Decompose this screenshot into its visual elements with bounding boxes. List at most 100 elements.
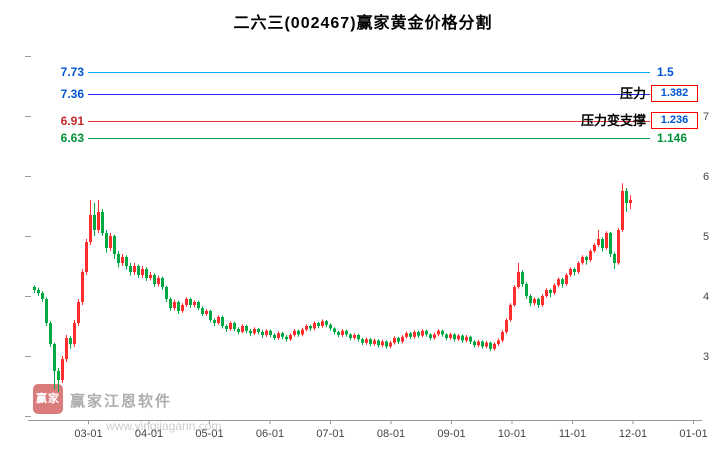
candle (45, 299, 48, 323)
candle (613, 254, 616, 263)
candle (149, 275, 152, 278)
candle (153, 275, 156, 284)
x-axis-label: 05-01 (195, 428, 223, 440)
candle (85, 242, 88, 272)
candle (557, 279, 560, 286)
candle (553, 285, 556, 293)
candle (213, 320, 216, 323)
candle (581, 257, 584, 263)
candle (497, 340, 500, 344)
candle (561, 279, 564, 284)
watermark-brand: 赢家江恩软件 (70, 393, 173, 410)
candle (221, 317, 224, 326)
candle (261, 332, 264, 335)
candle (169, 299, 172, 308)
candle (521, 272, 524, 284)
candle (573, 269, 576, 272)
y-axis-label: 4 (703, 291, 709, 303)
candle (197, 302, 200, 308)
candle (337, 332, 340, 335)
candle (501, 332, 504, 341)
x-axis-label: 11-01 (559, 428, 586, 440)
candle (625, 191, 628, 203)
x-axis-label: 09-01 (437, 428, 465, 440)
candle (285, 336, 288, 340)
x-axis-label: 04-01 (135, 428, 163, 440)
candle (253, 329, 256, 334)
candle (369, 339, 372, 344)
candle (181, 305, 184, 311)
x-axis-label: 03-01 (74, 428, 102, 440)
candle (513, 287, 516, 305)
candle (117, 254, 120, 263)
candle (421, 330, 424, 336)
candle (505, 320, 508, 332)
candle (389, 342, 392, 347)
candle (193, 302, 196, 305)
candle (269, 330, 272, 335)
candle (621, 191, 624, 230)
candle (205, 311, 208, 314)
candle (217, 317, 220, 323)
candle (265, 330, 268, 335)
candle (49, 323, 52, 344)
candle (481, 341, 484, 347)
candle (157, 278, 160, 284)
candle (477, 341, 480, 346)
x-axis-label: 08-01 (377, 428, 405, 440)
candle (277, 333, 280, 338)
candle (377, 340, 380, 346)
candle (493, 344, 496, 349)
candle (201, 308, 204, 314)
candle (65, 338, 68, 359)
candle (93, 215, 96, 230)
candle (209, 311, 212, 320)
candle (449, 334, 452, 338)
candle (537, 299, 540, 305)
candle (473, 341, 476, 346)
candle (393, 338, 396, 343)
candle (237, 329, 240, 332)
candle (333, 328, 336, 332)
candle (485, 342, 488, 347)
y-axis-label: 6 (703, 171, 709, 183)
candle (429, 334, 432, 338)
candle (241, 326, 244, 332)
candle (281, 333, 284, 337)
candle (125, 257, 128, 266)
candle (397, 338, 400, 342)
candle (469, 336, 472, 342)
candle (413, 332, 416, 337)
candle (321, 321, 324, 326)
candle (317, 323, 320, 326)
candle (409, 333, 412, 337)
candle (161, 278, 164, 287)
candle (113, 236, 116, 254)
candle (77, 302, 80, 323)
candle (97, 212, 100, 230)
candle (489, 342, 492, 349)
candle (109, 236, 112, 248)
candle (305, 326, 308, 330)
candle (425, 330, 428, 335)
candle (545, 290, 548, 296)
candle (373, 340, 376, 344)
candle (381, 341, 384, 346)
candle (145, 269, 148, 278)
candle (533, 299, 536, 304)
candle (53, 344, 56, 371)
candle (341, 330, 344, 335)
candle (141, 269, 144, 275)
watermark-url: www.yingjiagann.com (106, 419, 222, 433)
candle (293, 330, 296, 335)
candle (617, 230, 620, 263)
candle (61, 359, 64, 380)
candle (509, 305, 512, 320)
candle (345, 330, 348, 335)
candle (257, 329, 260, 332)
candle (173, 302, 176, 308)
candle (601, 239, 604, 248)
candle (361, 339, 364, 343)
